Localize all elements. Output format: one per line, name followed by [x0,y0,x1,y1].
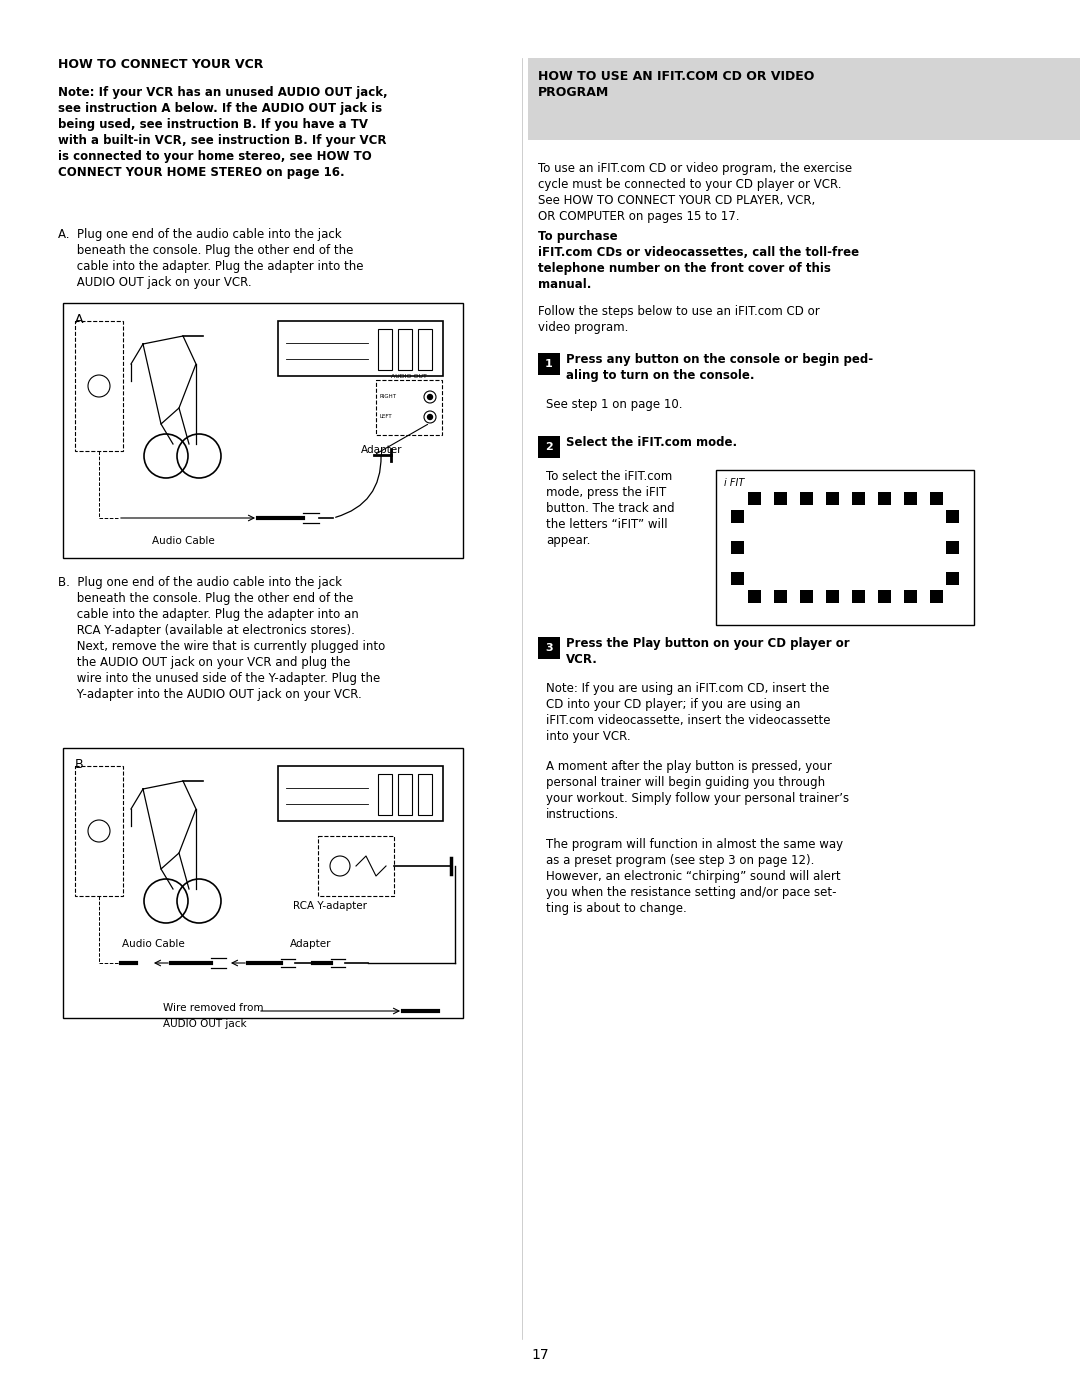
Bar [278,321,443,376]
Bar [930,492,943,504]
Bar [774,492,787,504]
Bar [774,590,787,604]
Text: 3: 3 [545,643,553,652]
Text: Adapter: Adapter [291,939,332,949]
Text: Adapter: Adapter [361,446,403,455]
Bar [278,766,443,821]
Text: RCA Y-adapter: RCA Y-adapter [293,901,367,911]
Bar [904,590,917,604]
Bar [75,766,123,895]
Text: Note: If you are using an iFIT.com CD, insert the
CD into your CD player; if you: Note: If you are using an iFIT.com CD, i… [546,682,831,743]
Bar [826,590,839,604]
Bar [904,492,917,504]
Text: Audio Cable: Audio Cable [122,939,185,949]
Text: See step 1 on page 10.: See step 1 on page 10. [546,398,683,411]
Text: 17: 17 [531,1348,549,1362]
Bar [538,353,561,374]
Bar [748,492,761,504]
Bar [63,303,463,557]
Bar [538,436,561,458]
Bar [731,541,744,555]
Text: HOW TO CONNECT YOUR VCR: HOW TO CONNECT YOUR VCR [58,59,264,71]
Bar [716,469,974,624]
Text: RIGHT: RIGHT [380,394,397,400]
Text: To use an iFIT.com CD or video program, the exercise
cycle must be connected to : To use an iFIT.com CD or video program, … [538,162,852,224]
Bar [399,774,411,814]
Bar [318,835,394,895]
Bar [418,330,432,370]
Circle shape [428,394,432,400]
Bar [852,492,865,504]
Circle shape [428,415,432,419]
Text: Wire removed from: Wire removed from [163,1003,264,1013]
Text: A.  Plug one end of the audio cable into the jack
     beneath the console. Plug: A. Plug one end of the audio cable into … [58,228,364,289]
Bar [930,590,943,604]
Text: LEFT: LEFT [380,415,393,419]
Bar [528,59,1080,140]
Bar [800,492,813,504]
Bar [852,590,865,604]
Text: B: B [75,759,83,771]
Text: To purchase
iFIT.com CDs or videocassettes, call the toll-free
telephone number : To purchase iFIT.com CDs or videocassett… [538,231,859,291]
Bar [946,571,959,585]
Bar [378,774,392,814]
Text: 2: 2 [545,441,553,453]
Text: 1: 1 [545,359,553,369]
Text: To select the iFIT.com
mode, press the iFIT
button. The track and
the letters “i: To select the iFIT.com mode, press the i… [546,469,675,548]
Bar [399,330,411,370]
Text: Press the Play button on your CD player or
VCR.: Press the Play button on your CD player … [566,637,850,666]
Text: AUDIO OUT: AUDIO OUT [391,374,427,379]
Bar [800,590,813,604]
Bar [946,510,959,522]
Text: Follow the steps below to use an iFIT.com CD or
video program.: Follow the steps below to use an iFIT.co… [538,305,820,334]
Bar [748,590,761,604]
Text: Note: If your VCR has an unused AUDIO OUT jack,
see instruction A below. If the : Note: If your VCR has an unused AUDIO OU… [58,87,388,179]
Bar [946,541,959,555]
Text: AUDIO OUT jack: AUDIO OUT jack [163,1018,246,1030]
Bar [878,492,891,504]
Bar [878,590,891,604]
Text: A moment after the play button is pressed, your
personal trainer will begin guid: A moment after the play button is presse… [546,760,849,821]
Text: B.  Plug one end of the audio cable into the jack
     beneath the console. Plug: B. Plug one end of the audio cable into … [58,576,386,701]
Bar [378,330,392,370]
Bar [538,637,561,659]
Bar [731,510,744,522]
Bar [731,571,744,585]
Bar [418,774,432,814]
Text: Press any button on the console or begin ped-
aling to turn on the console.: Press any button on the console or begin… [566,353,873,381]
Text: HOW TO USE AN IFIT.COM CD OR VIDEO
PROGRAM: HOW TO USE AN IFIT.COM CD OR VIDEO PROGR… [538,70,814,99]
Text: Select the iFIT.com mode.: Select the iFIT.com mode. [566,436,738,448]
Bar [376,380,442,434]
Bar [826,492,839,504]
Text: The program will function in almost the same way
as a preset program (see step 3: The program will function in almost the … [546,838,843,915]
Text: A: A [75,313,83,326]
Text: Audio Cable: Audio Cable [151,536,214,546]
Bar [75,321,123,451]
Bar [63,747,463,1018]
Text: i FIT: i FIT [724,478,744,488]
